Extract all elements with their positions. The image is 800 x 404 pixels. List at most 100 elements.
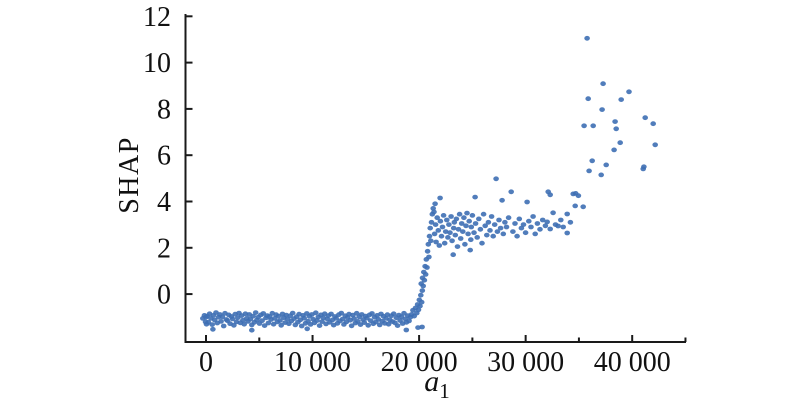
x-tick-label: 20 000 [381, 347, 458, 378]
data-point [301, 315, 308, 321]
data-point [435, 228, 442, 233]
data-point [575, 193, 582, 199]
data-point [333, 316, 340, 321]
data-point [585, 96, 591, 102]
data-point [432, 222, 439, 228]
data-point [444, 217, 450, 223]
data-point [433, 239, 439, 245]
data-point [210, 326, 216, 332]
data-point [567, 219, 574, 225]
data-point [304, 326, 311, 332]
data-point [479, 240, 485, 246]
data-point [219, 314, 226, 320]
data-point [417, 303, 423, 309]
data-point [338, 310, 345, 316]
x-tick-label: 40 000 [594, 347, 671, 378]
data-point [466, 218, 473, 224]
data-point [365, 322, 372, 328]
y-tick-label: 8 [157, 94, 171, 125]
data-point [641, 164, 647, 170]
data-point [510, 229, 516, 235]
data-point [613, 126, 619, 132]
data-point [537, 226, 543, 232]
data-point [445, 235, 451, 240]
data-point [316, 323, 323, 328]
data-point [482, 223, 489, 229]
data-point [231, 322, 237, 328]
data-point [442, 229, 449, 235]
data-point [426, 233, 433, 239]
data-point [313, 310, 319, 316]
data-point [516, 216, 523, 222]
data-point [572, 203, 578, 209]
data-point [328, 311, 334, 317]
data-point [434, 215, 441, 221]
data-point [449, 238, 455, 244]
y-tick-label: 0 [157, 280, 171, 311]
data-point [361, 320, 368, 325]
data-point [626, 89, 632, 95]
x-tick-label: 30 000 [487, 347, 564, 378]
data-point [447, 230, 453, 236]
data-point [261, 323, 268, 328]
data-point [564, 211, 570, 217]
data-point [436, 243, 443, 248]
data-point [558, 217, 564, 223]
data-point [530, 214, 536, 219]
data-point [420, 283, 427, 289]
data-point [564, 230, 570, 236]
data-point [390, 311, 397, 317]
data-point [426, 254, 432, 260]
data-point [403, 327, 410, 333]
data-point [298, 323, 305, 329]
data-point [490, 233, 497, 239]
data-point [514, 233, 520, 239]
data-point [461, 215, 467, 221]
data-point [599, 107, 605, 112]
data-point [611, 147, 617, 153]
data-point [560, 224, 566, 230]
data-point [532, 231, 538, 237]
data-point [544, 219, 550, 225]
data-point [603, 162, 609, 168]
data-point [249, 327, 255, 333]
data-point [581, 123, 587, 129]
data-point [471, 230, 477, 236]
data-point [547, 226, 553, 232]
data-point [555, 223, 561, 229]
data-point [491, 222, 498, 228]
data-point [418, 299, 425, 305]
data-point [428, 238, 434, 244]
data-point [499, 197, 505, 203]
y-tick-label: 2 [157, 233, 171, 264]
data-point [462, 241, 468, 247]
data-point [448, 214, 454, 219]
data-point [586, 168, 592, 174]
data-point [289, 310, 296, 316]
data-point [418, 292, 424, 298]
data-point [450, 225, 457, 231]
data-point [550, 210, 556, 216]
data-point [500, 231, 507, 237]
data-point [428, 219, 435, 225]
x-tick-labels: 0 10 000 20 000 30 000 40 000 [199, 347, 671, 378]
data-point [432, 201, 438, 207]
data-point [612, 119, 618, 124]
data-point [272, 316, 278, 321]
data-point [431, 231, 438, 237]
data-point [618, 97, 624, 102]
data-point [480, 211, 487, 217]
data-point [534, 221, 541, 226]
data-point [512, 221, 518, 226]
data-point [464, 210, 470, 216]
data-point [522, 230, 529, 236]
data-point [218, 319, 224, 324]
data-point [652, 142, 658, 148]
data-points-layer [200, 35, 658, 333]
data-point [278, 322, 285, 328]
data-point [547, 192, 553, 198]
data-point [259, 318, 265, 324]
data-point [472, 194, 478, 200]
data-point [422, 272, 429, 277]
data-point [454, 244, 461, 250]
